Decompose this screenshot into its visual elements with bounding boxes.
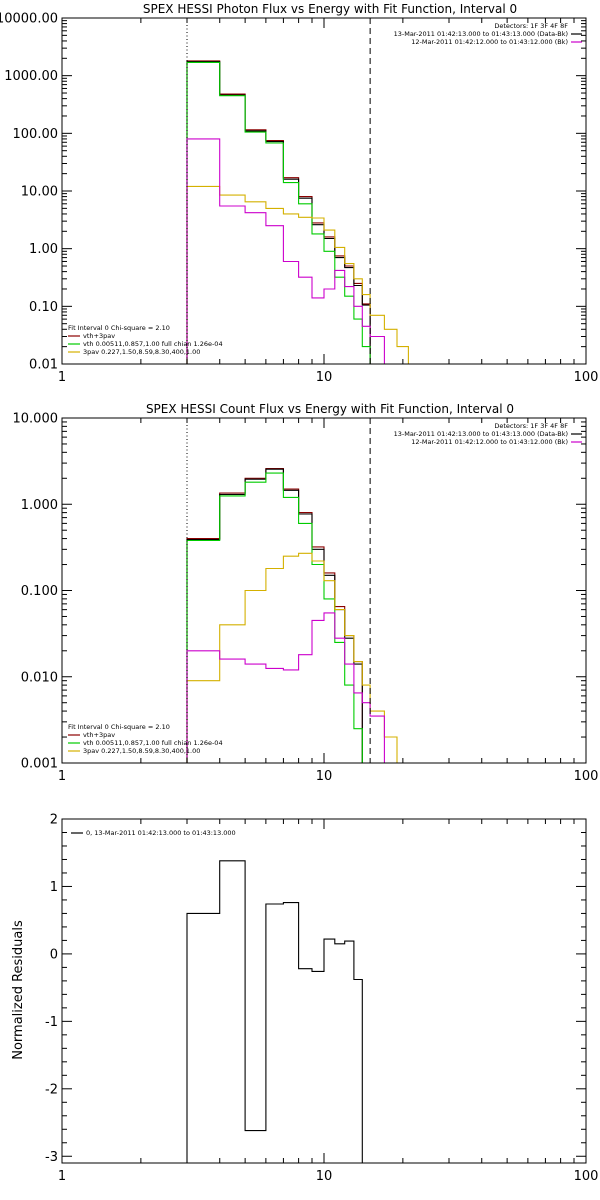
y-tick-label: 0.010 [21,670,58,685]
series-line-bk [186,138,385,364]
series-line-fit [186,61,371,364]
y-tick-label: -1 [45,1015,58,1030]
y-tick-label: 0.001 [21,757,58,772]
series-line-thermal [186,472,371,764]
y-tick-label: 10.000 [13,412,59,427]
legend-entry: 0, 13-Mar-2011 01:42:13.000 to 01:43:13.… [86,829,236,837]
legend-entry: vth+3pav [83,332,115,340]
legend-entry: Detectors: 1F 3F 4F 8F [494,22,568,30]
legend-entry: 12-Mar-2011 01:42:12.000 to 01:43:12.000… [411,438,568,446]
legend-entry: 3pav 0.227,1.50,8.59,8.30,400,1.00 [83,747,200,755]
series-line-bk [186,612,385,763]
x-tick-label: 100 [574,769,599,784]
legend-entry: vth 0.00511,0.857,1.00 full chian 1.26e-… [83,739,223,747]
y-tick-label: 1.000 [21,498,58,513]
series-line-fit [186,860,363,1163]
panel-title: SPEX HESSI Count Flux vs Energy with Fit… [146,402,514,416]
series-line-thermal [186,61,385,365]
legend-entry: Detectors: 1F 3F 4F 8F [494,422,568,430]
series-line-fit [186,468,363,763]
series-line-data [186,467,363,763]
y-tick-label: 0.100 [21,584,58,599]
series-line-data [186,60,371,364]
y-tick-label: 100.00 [13,127,59,142]
y-tick-label: 10000.00 [0,12,58,27]
y-tick-label: -3 [45,1150,58,1165]
legend-entry: Fit Interval 0 Chi-square = 2.10 [68,324,170,332]
legend-entry: vth+3pav [83,731,115,739]
plot-frame [61,17,587,365]
y-tick-label: -2 [45,1082,58,1097]
photon-flux-panel: SPEX HESSI Photon Flux vs Energy with Fi… [0,2,598,385]
legend-entry: Fit Interval 0 Chi-square = 2.10 [68,723,170,731]
panel-title: SPEX HESSI Photon Flux vs Energy with Fi… [143,2,517,16]
y-tick-label: 0.01 [29,358,58,373]
legend-entry: 13-Mar-2011 01:42:13.000 to 01:43:13.000… [394,430,568,438]
legend-entry: 13-Mar-2011 01:42:13.000 to 01:43:13.000… [394,30,568,38]
x-tick-label: 1 [58,370,66,385]
y-tick-label: 10.00 [21,185,58,200]
y-tick-label: 0.10 [29,300,58,315]
y-tick-label: 1.00 [29,242,58,257]
count-flux-panel: SPEX HESSI Count Flux vs Energy with Fit… [13,402,599,784]
y-tick-label: 2 [50,813,58,828]
legend-entry: vth 0.00511,0.857,1.00 full chian 1.26e-… [83,340,223,348]
y-axis-label: Normalized Residuals [11,920,26,1060]
y-tick-label: 1000.00 [4,69,58,84]
legend-entry: 3pav 0.227,1.50,8.59,8.30,400,1.00 [83,348,200,356]
x-tick-label: 10 [316,370,333,385]
legend-entry: 12-Mar-2011 01:42:12.000 to 01:43:12.000… [411,38,568,46]
y-tick-label: 1 [50,880,58,895]
residuals-panel: Normalized Residuals 1 10 100 -3 -2 -1 0 1 2 0, 1… [11,813,598,1185]
x-tick-label: 100 [574,1169,599,1184]
x-tick-label: 10 [316,769,333,784]
x-tick-label: 10 [316,1169,333,1184]
x-tick-label: 1 [58,1169,66,1184]
x-tick-label: 100 [574,370,599,385]
y-tick-label: 0 [50,947,58,962]
x-tick-label: 1 [58,769,66,784]
plot-frame [61,818,587,1164]
series-line-spav [186,185,409,364]
